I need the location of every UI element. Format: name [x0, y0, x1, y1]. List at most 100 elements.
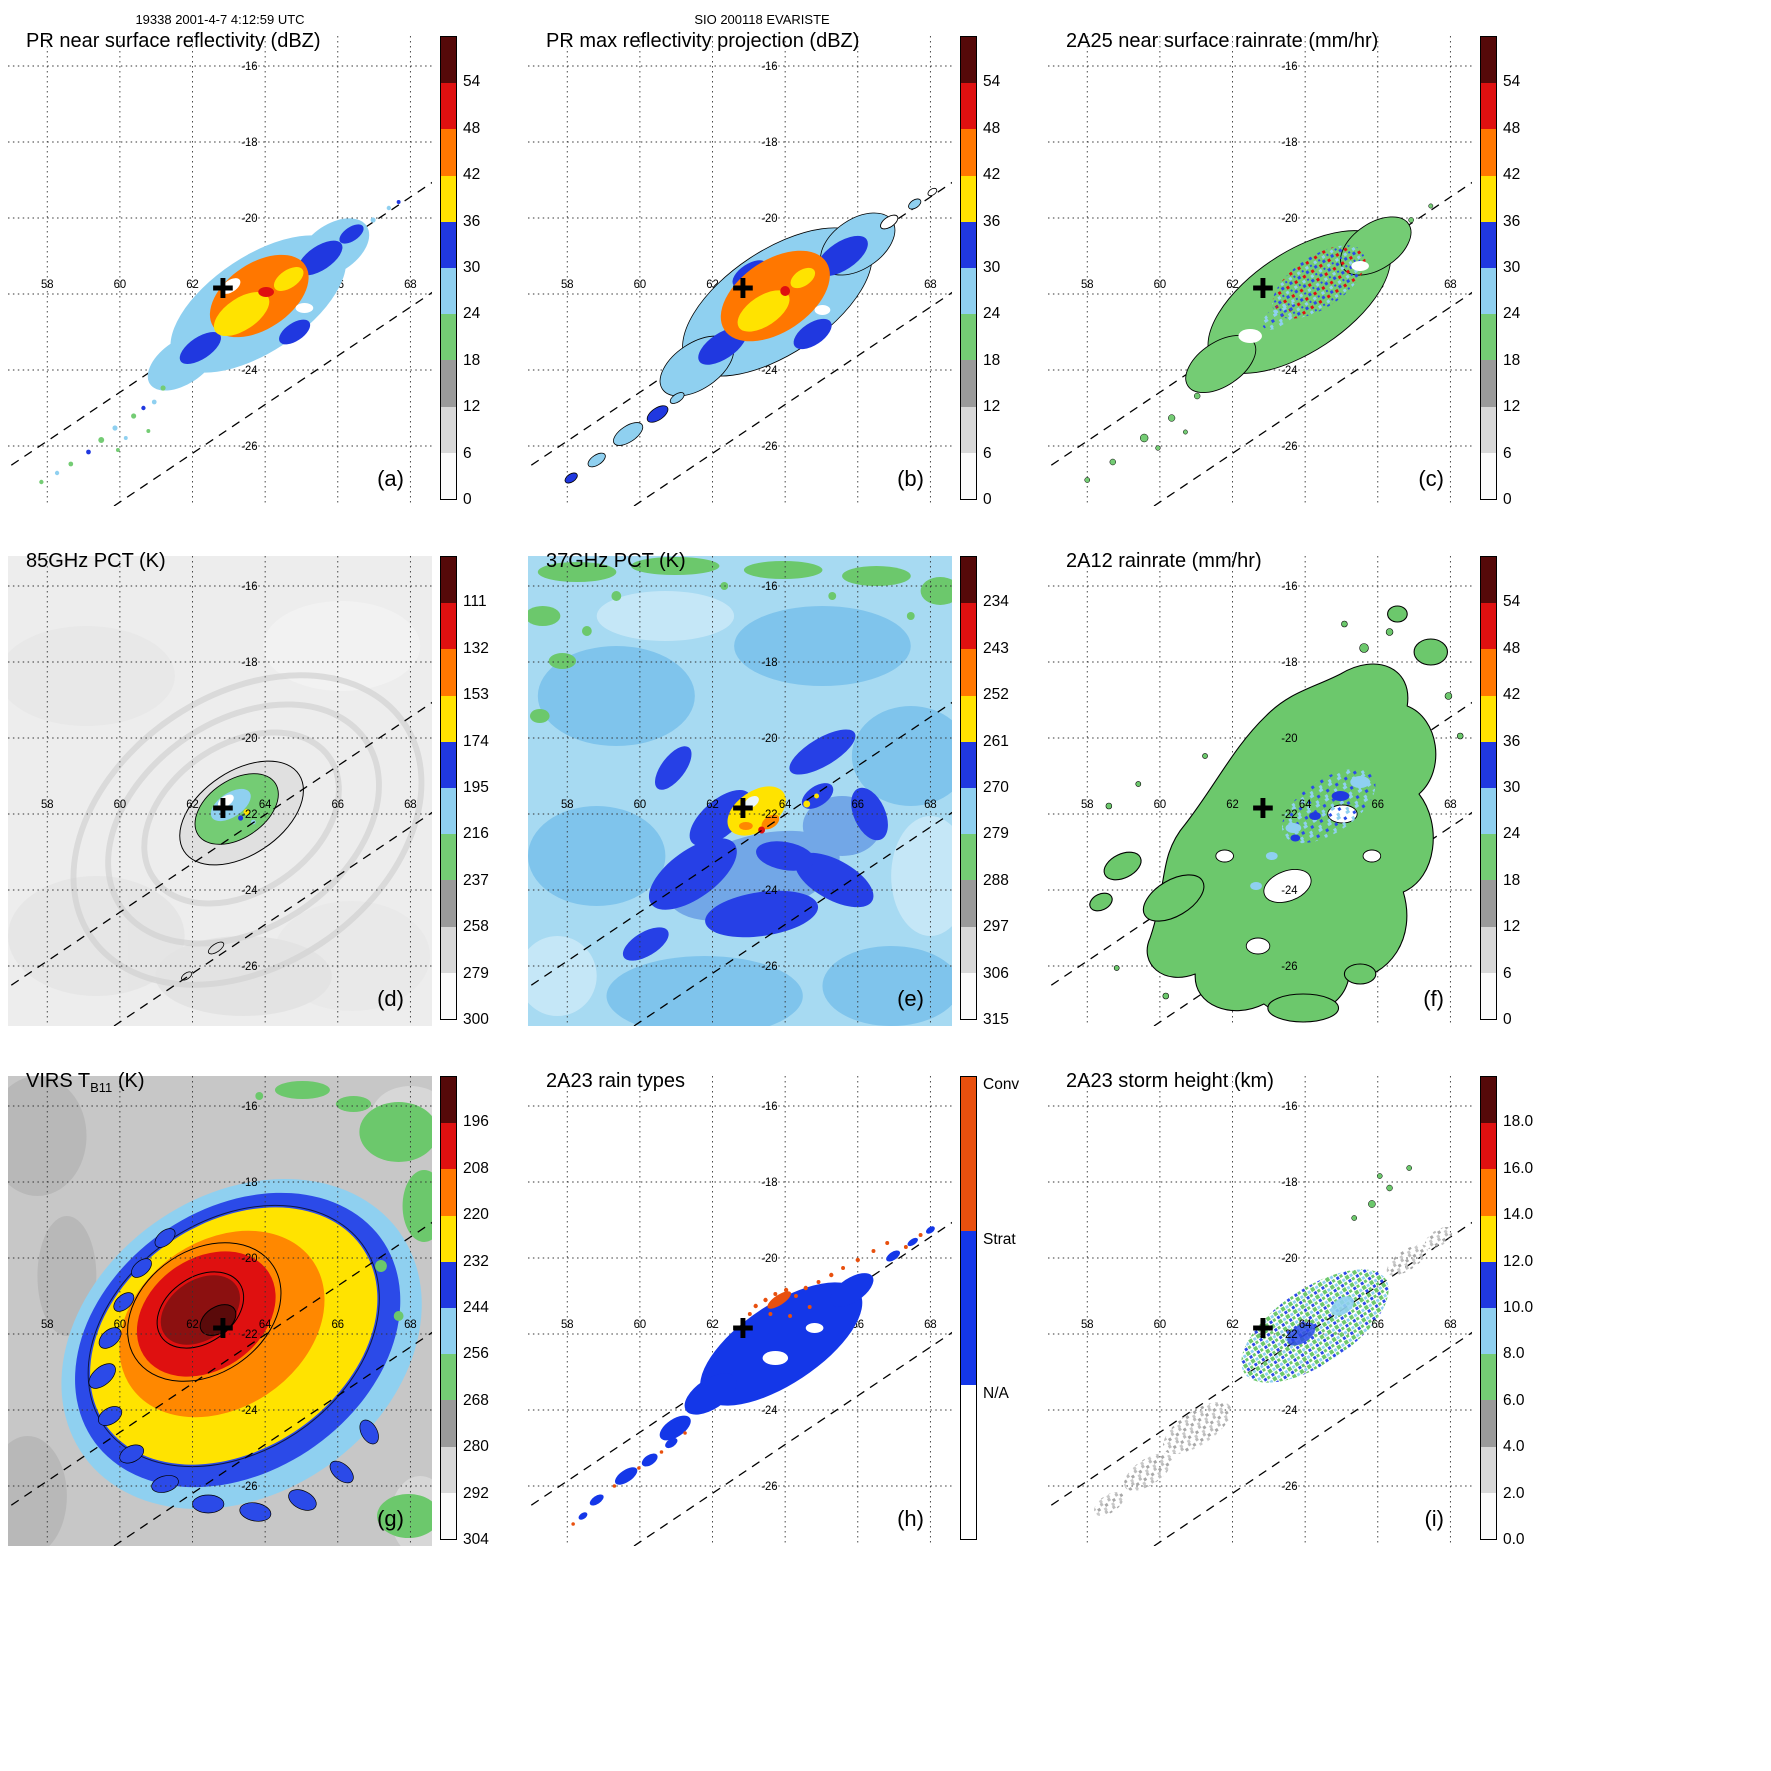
lon-grid-label: 60	[114, 1319, 127, 1331]
colorbar-segment	[1481, 267, 1496, 315]
tmi-rainrate-data	[1089, 605, 1464, 1023]
colorbar-tick-label: 258	[463, 918, 489, 936]
colorbar-segment	[1481, 1354, 1496, 1401]
colorbar-ticks: 234 243 252 261 270 279 288 297 306 315	[983, 556, 1038, 1028]
lon-grid-label: 64	[259, 1319, 272, 1331]
lon-grid-label: 62	[706, 799, 719, 811]
lon-grid-label: 66	[332, 1319, 345, 1331]
colorbar-segment	[441, 926, 456, 973]
panel-title: 85GHz PCT (K)	[26, 550, 166, 572]
lat-grid-label: -18	[1281, 657, 1297, 669]
colorbar-tick-label: 208	[463, 1159, 489, 1177]
colorbar-tick-label: 0	[463, 491, 472, 508]
colorbar-segment	[961, 741, 976, 788]
lat-grid-label: -20	[761, 733, 777, 745]
lon-grid-label: 62	[706, 1319, 719, 1331]
lat-grid-label: -22	[1281, 1329, 1297, 1341]
map-svg-g: 58 60 62 64 66 68 -16 -18 -20 -22 -24 -26	[8, 1076, 432, 1546]
lon-grid-label: 58	[1081, 799, 1094, 811]
colorbar-tick-label: 111	[463, 593, 487, 611]
lon-grid-label: 62	[186, 799, 199, 811]
panel-85ghz-pct: 85GHz PCT (K)	[0, 548, 520, 1068]
reflectivity-swath-data	[39, 200, 401, 485]
colorbar-tick-label: 36	[1503, 212, 1521, 230]
colorbar-tick-label: 36	[983, 212, 1001, 230]
colorbar-tick-label: 24	[1503, 825, 1521, 843]
lat-grid-label: -26	[761, 1481, 777, 1493]
colorbar-segment	[961, 406, 976, 453]
colorbar-segment	[961, 557, 976, 604]
lat-grid-label: -16	[761, 1101, 777, 1113]
colorbar-tick-label: 54	[1503, 593, 1521, 611]
colorbar-tick-label: 304	[463, 1531, 489, 1548]
colorbar-tick-label: 237	[463, 871, 489, 889]
colorbar-tick-label: 279	[463, 964, 489, 982]
colorbar-tick-label: 12	[983, 398, 1001, 416]
lon-grid-label: 58	[1081, 279, 1094, 291]
colorbar-tick-label: 18.0	[1503, 1113, 1534, 1131]
colorbar-ticks: 54 48 42 36 30 24 18 12 6 0	[1503, 556, 1558, 1028]
colorbar-tick-label: 256	[463, 1345, 489, 1363]
colorbar-segment	[441, 1446, 456, 1493]
panel-title: PR max reflectivity projection (dBZ)	[546, 30, 860, 52]
lon-grid-label: 60	[634, 1319, 647, 1331]
lat-grid-label: -18	[241, 657, 257, 669]
storm-height-data	[1094, 1165, 1453, 1516]
panel-2a23-rain-types: 2A23 rain types 586062646668-16-18-20-22…	[520, 1068, 1040, 1588]
lat-grid-label: -16	[241, 1101, 257, 1113]
colorbar-segment	[441, 649, 456, 696]
panel-title: 2A23 rain types	[546, 1070, 685, 1092]
panel-pr-max-reflectivity: PR max reflectivity projection (dBZ) 58 6…	[520, 28, 1040, 548]
lon-grid-label: 58	[41, 1319, 54, 1331]
colorbar-segment	[1481, 1446, 1496, 1493]
panel-letter: (e)	[897, 986, 924, 1011]
lat-grid-label: -18	[1281, 137, 1297, 149]
map-svg-e: 58 60 62 64 66 68 -16 -18 -20 -22 -24 -26	[528, 556, 952, 1026]
panel-letter: (c)	[1418, 466, 1444, 491]
lat-grid-label: -22	[761, 809, 777, 821]
lon-grid-label: 58	[561, 279, 574, 291]
colorbar-segment	[441, 360, 456, 407]
colorbar-tick-label: 220	[463, 1206, 489, 1224]
colorbar	[1480, 36, 1497, 500]
colorbar-segment	[441, 452, 456, 499]
lat-grid-label: -16	[1281, 581, 1297, 593]
colorbar-tick-label: 153	[463, 686, 489, 704]
lon-grid-label: 62	[1226, 279, 1239, 291]
colorbar-segment	[1481, 406, 1496, 453]
map-svg-f: 58 60 62 64 66 68 -16 -18 -20 -22 -24 -26	[1048, 556, 1472, 1026]
map-area: 58 60 62 64 66 68 -16 -18 -20 -22 -24 -26 (f)	[1048, 556, 1472, 1026]
colorbar-segment	[961, 1077, 976, 1231]
lat-grid-label: -24	[241, 1405, 257, 1417]
colorbar-tick-label: 54	[983, 73, 1001, 91]
colorbar-tick-label: 16.0	[1503, 1159, 1534, 1177]
scan-header: 19338 2001-4-7 4:12:59 UTC	[135, 12, 305, 27]
pct85-field-data	[8, 556, 432, 1026]
colorbar-segment	[441, 221, 456, 268]
colorbar-segment	[1481, 1169, 1496, 1216]
lon-grid-label: 58	[41, 799, 54, 811]
lat-grid-label: -26	[1281, 441, 1297, 453]
lat-grid-label: -18	[1281, 1177, 1297, 1189]
colorbar-segment	[1481, 175, 1496, 222]
grid-labels: 58 60 62 64 66 68 -16 -18 -20 -22 -24 -26	[1081, 581, 1457, 973]
colorbar-tick-label: 12	[1503, 918, 1521, 936]
rain-type-data	[571, 1226, 935, 1526]
colorbar	[960, 556, 977, 1020]
colorbar-segment	[441, 557, 456, 604]
colorbar-segment	[961, 221, 976, 268]
colorbar-tick-label: 24	[983, 305, 1001, 323]
colorbar-segment	[961, 452, 976, 499]
lat-grid-label: -20	[1281, 733, 1297, 745]
colorbar-tick-label: Strat	[983, 1230, 1016, 1248]
colorbar-segment	[1481, 1492, 1496, 1539]
colorbar-segment	[1481, 1307, 1496, 1355]
lat-grid-label: -20	[241, 1253, 257, 1265]
lat-grid-label: -20	[761, 1253, 777, 1265]
colorbar-segment	[441, 406, 456, 453]
colorbar-segment	[961, 695, 976, 742]
colorbar-tick-label: 6	[1503, 444, 1512, 462]
lat-grid-label: -16	[1281, 61, 1297, 73]
